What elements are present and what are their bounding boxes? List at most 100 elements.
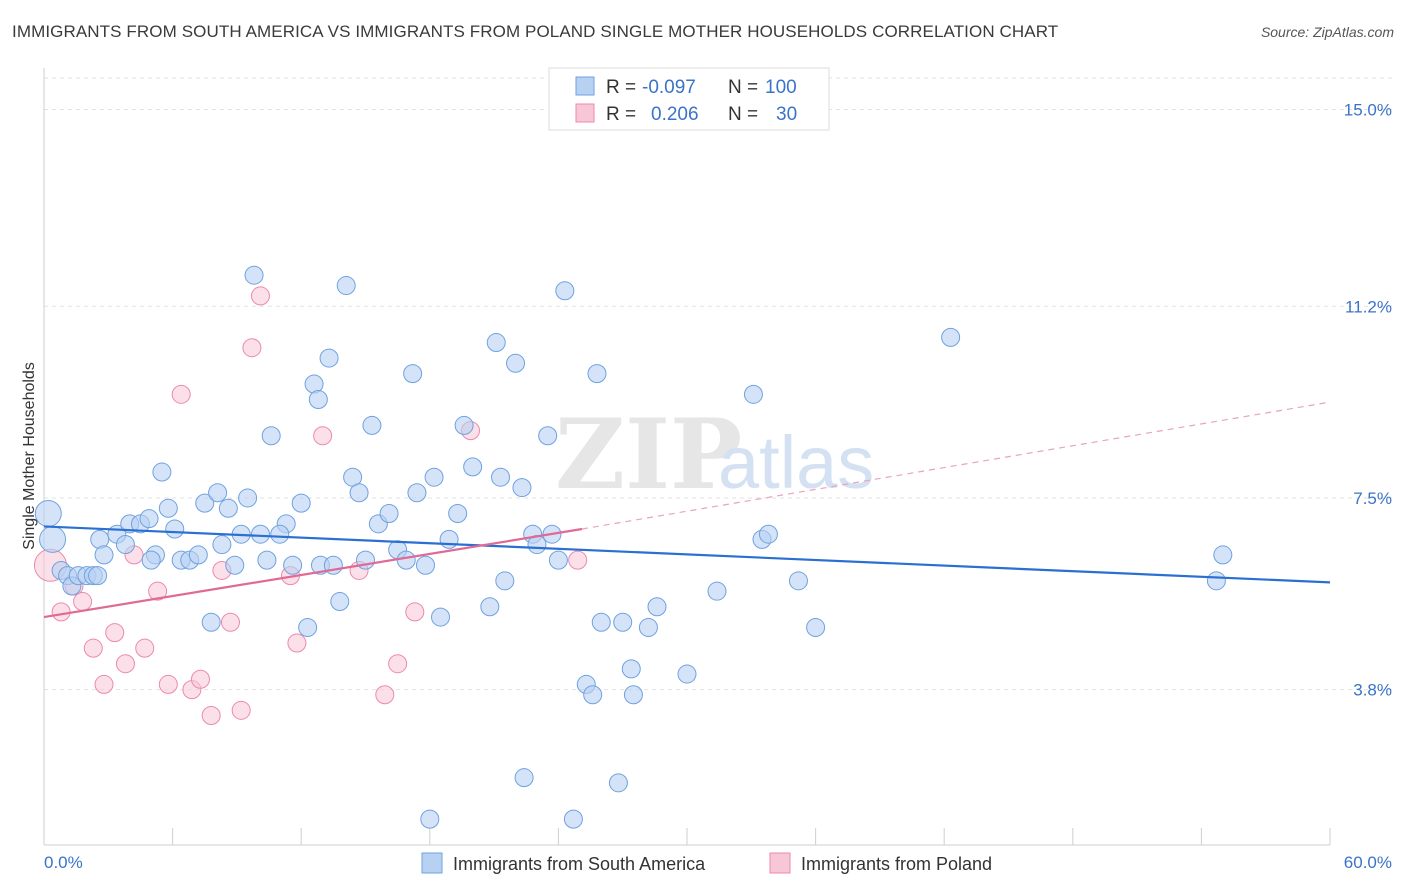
south-america-point	[165, 519, 185, 539]
poland-point	[115, 654, 135, 674]
south-america-point	[257, 550, 277, 570]
legend-r-label: R =	[606, 77, 636, 98]
poland-point	[375, 685, 395, 705]
x-ticks	[43, 828, 1331, 845]
south-america-point	[538, 426, 558, 446]
south-america-point	[555, 281, 575, 301]
south-america-point	[431, 607, 451, 627]
south-america-point	[514, 768, 534, 788]
south-america-point	[238, 488, 258, 508]
south-america-point	[758, 524, 778, 544]
poland-point	[190, 669, 210, 689]
legend-n-value: 30	[776, 104, 797, 125]
south-america-point	[638, 617, 658, 637]
south-america-point	[647, 597, 667, 617]
watermark-atlas: atlas	[718, 421, 874, 504]
south-america-point	[261, 426, 281, 446]
south-america-point	[424, 467, 444, 487]
south-america-point	[608, 773, 628, 793]
south-america-point	[250, 524, 270, 544]
south-america-point	[591, 612, 611, 632]
south-america-point	[613, 612, 633, 632]
south-america-point	[225, 555, 245, 575]
watermark-zip: ZIP	[555, 398, 742, 511]
y-tick-label: 11.2%	[1345, 297, 1392, 316]
y-axis-title: Single Mother Households	[21, 362, 38, 550]
south-america-point	[244, 265, 264, 285]
poland-point	[568, 550, 588, 570]
poland-point	[105, 623, 125, 643]
south-america-point	[319, 348, 339, 368]
south-america-point	[587, 364, 607, 384]
poland-point	[201, 706, 221, 725]
south-america-point	[621, 659, 641, 679]
y-tick-label: 15.0%	[1344, 100, 1392, 119]
south-america-point	[212, 535, 232, 555]
poland-point	[287, 633, 307, 653]
south-america-point	[407, 483, 427, 503]
south-america-point	[298, 617, 318, 637]
poland-point	[231, 700, 251, 720]
poland-point	[73, 592, 93, 612]
bottom-legend-swatch-south-america	[421, 852, 443, 874]
trend-line-poland	[43, 527, 583, 619]
poland-point	[158, 674, 178, 694]
legend-swatch-poland	[575, 103, 595, 123]
bottom-legend-label-south-america: Immigrants from South America	[453, 854, 706, 874]
legend-r-value: 0.206	[651, 104, 699, 125]
south-america-point	[308, 390, 328, 410]
south-america-point	[218, 498, 238, 518]
south-america-point	[362, 415, 382, 435]
south-america-point	[512, 478, 532, 498]
south-america-point	[270, 524, 290, 544]
poland-point	[94, 674, 114, 694]
south-america-point	[201, 612, 221, 632]
south-america-point	[1206, 571, 1226, 591]
legend: R = -0.097 N = 100 R = 0.206 N = 30	[548, 67, 830, 131]
south-america-point	[416, 555, 436, 575]
bottom-legend: Immigrants from South America Immigrants…	[421, 852, 992, 874]
legend-n-label: N =	[728, 104, 758, 125]
chart-title: IMMIGRANTS FROM SOUTH AMERICA VS IMMIGRA…	[12, 22, 1059, 41]
south-america-point	[788, 571, 808, 591]
legend-r-value: -0.097	[642, 77, 696, 98]
south-america-point	[158, 498, 178, 518]
south-america-point	[448, 503, 468, 523]
south-america-point	[563, 809, 583, 829]
south-america-point	[379, 503, 399, 523]
poland-point	[220, 612, 240, 632]
south-america-point	[495, 571, 515, 591]
poland-point	[242, 338, 262, 358]
poland-point	[148, 581, 168, 601]
south-america-point	[506, 353, 526, 373]
south-america-point	[94, 545, 114, 565]
poland-point	[250, 286, 270, 306]
south-america-point	[439, 529, 459, 549]
poland-point	[83, 638, 103, 658]
south-america-point	[139, 509, 159, 529]
south-america-point	[330, 592, 350, 612]
series-south-america-points	[34, 265, 1233, 829]
south-america-point	[707, 581, 727, 601]
bottom-legend-label-poland: Immigrants from Poland	[801, 854, 992, 874]
south-america-point	[677, 664, 697, 684]
south-america-point	[283, 555, 303, 575]
trend-line-poland-extension	[581, 401, 1331, 530]
south-america-point	[623, 685, 643, 705]
poland-point	[313, 426, 333, 446]
south-america-point	[1213, 545, 1233, 565]
south-america-point	[583, 685, 603, 705]
poland-point	[51, 602, 71, 622]
legend-n-value: 100	[765, 77, 797, 98]
poland-point	[405, 602, 425, 622]
south-america-point	[480, 597, 500, 617]
bottom-legend-swatch-poland	[769, 852, 791, 874]
y-tick-labels: 3.8% 7.5% 11.2% 15.0%	[1344, 100, 1392, 699]
south-america-point	[291, 493, 311, 513]
south-america-point	[548, 550, 568, 570]
south-america-point	[743, 384, 763, 404]
south-america-point	[34, 499, 62, 527]
y-tick-label: 7.5%	[1353, 489, 1392, 508]
south-america-point	[336, 276, 356, 296]
